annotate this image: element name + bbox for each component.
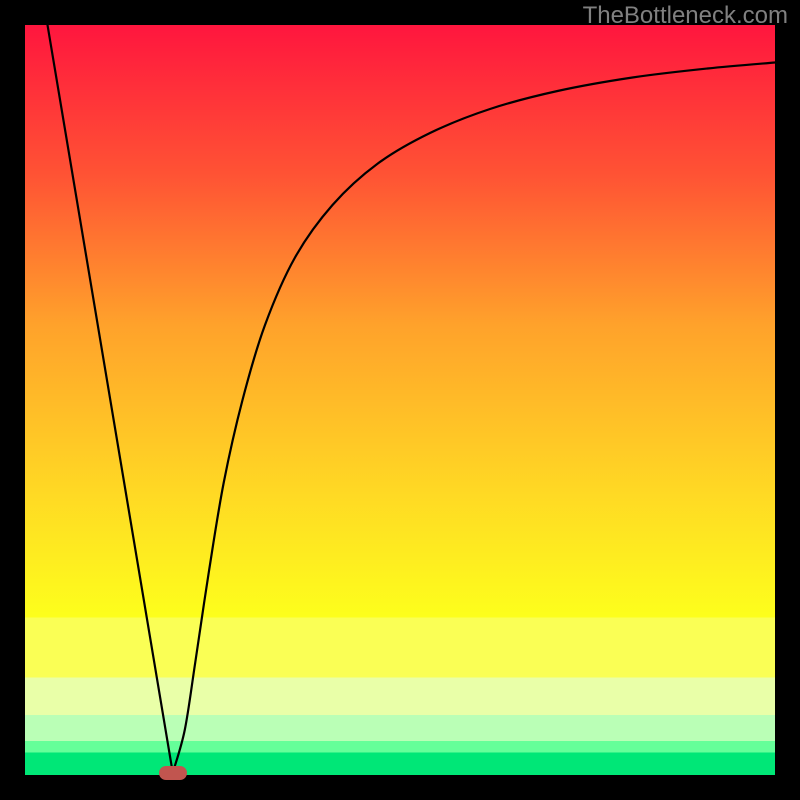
chart-frame: TheBottleneck.com	[0, 0, 800, 800]
watermark-text: TheBottleneck.com	[583, 2, 788, 30]
vertex-marker	[159, 766, 187, 780]
plot-area	[25, 25, 775, 775]
curve-path	[48, 25, 776, 773]
bottleneck-curve-svg	[25, 25, 775, 775]
